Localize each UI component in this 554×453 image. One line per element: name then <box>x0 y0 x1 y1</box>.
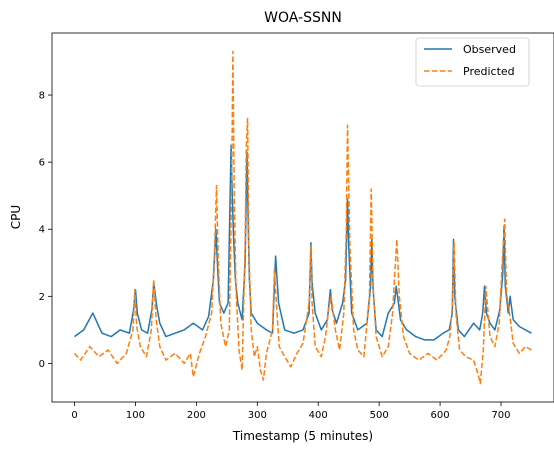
y-tick-label: 8 <box>39 91 45 102</box>
y-tick-label: 6 <box>39 158 45 169</box>
legend-items: Observed Predicted <box>424 43 516 78</box>
legend-label-predicted: Predicted <box>463 65 515 78</box>
x-tick-label: 200 <box>187 410 206 421</box>
x-tick-label: 400 <box>309 410 328 421</box>
series-layer <box>73 50 532 385</box>
plot-area <box>52 33 554 402</box>
legend: Observed Predicted <box>415 37 530 87</box>
x-tick-label: 300 <box>248 410 267 421</box>
x-tick-label: 0 <box>71 410 77 421</box>
x-axis-label: Timestamp (5 minutes) <box>232 429 373 443</box>
legend-box <box>415 37 530 87</box>
x-tick-label: 600 <box>431 410 450 421</box>
y-tick-label: 0 <box>39 359 45 370</box>
x-axis-ticks: 0 100 200 300 400 500 600 700 <box>71 402 511 421</box>
plot-frame <box>51 32 554 403</box>
x-tick-label: 100 <box>126 410 145 421</box>
y-axis-label: CPU <box>9 205 23 229</box>
y-tick-label: 4 <box>39 225 45 236</box>
y-tick-label: 2 <box>39 292 45 303</box>
chart-title: WOA-SSNN <box>264 10 342 26</box>
x-tick-label: 700 <box>491 410 510 421</box>
x-tick-label: 500 <box>370 410 389 421</box>
y-axis-ticks: 0 2 4 6 8 <box>39 91 52 370</box>
series-line-predicted <box>73 50 532 385</box>
series-line-observed <box>74 144 532 341</box>
legend-label-observed: Observed <box>463 43 516 56</box>
